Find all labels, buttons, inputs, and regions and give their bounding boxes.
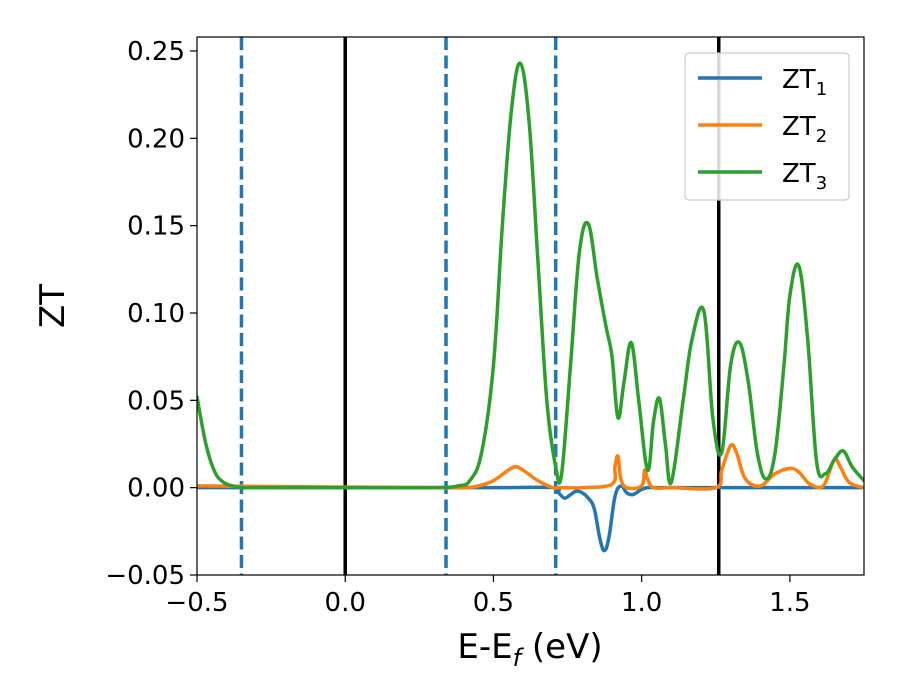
axes-frame [196, 36, 865, 576]
x-tick-label: 0.5 [473, 588, 514, 618]
y-tick-label: 0.20 [127, 124, 185, 154]
x-tick-label: −0.5 [165, 588, 228, 618]
y-axis-label: ZT [33, 284, 73, 328]
series-line-zt3 [197, 61, 864, 490]
x-axis-label: E-Ef (eV) [457, 627, 602, 672]
x-tick-label: 1.5 [769, 588, 810, 618]
y-tick-label: 0.15 [127, 212, 185, 242]
legend-label-zt1: ZT1 [782, 65, 827, 100]
series-line-zt2 [197, 442, 864, 491]
legend: ZT1 ZT2 ZT3 [684, 52, 850, 201]
legend-label-zt2: ZT2 [782, 112, 827, 147]
legend-box [684, 52, 850, 201]
y-tick-label: 0.10 [127, 299, 185, 329]
y-tick-label: 0.25 [127, 37, 185, 67]
plot-area [197, 37, 864, 575]
y-tick-label: 0.00 [127, 474, 185, 504]
y-tick-label: −0.05 [105, 561, 185, 591]
series-line-zt1 [197, 484, 864, 553]
x-tick-label: 0.0 [325, 588, 366, 618]
legend-label-zt3: ZT3 [782, 159, 827, 194]
x-tick-label: 1.0 [621, 588, 662, 618]
y-tick-label: 0.05 [127, 386, 185, 416]
axes: −0.5 0.0 0.5 1.0 1.5 −0.05 0.00 0.05 0.10 0.15 0.2… [105, 36, 865, 618]
